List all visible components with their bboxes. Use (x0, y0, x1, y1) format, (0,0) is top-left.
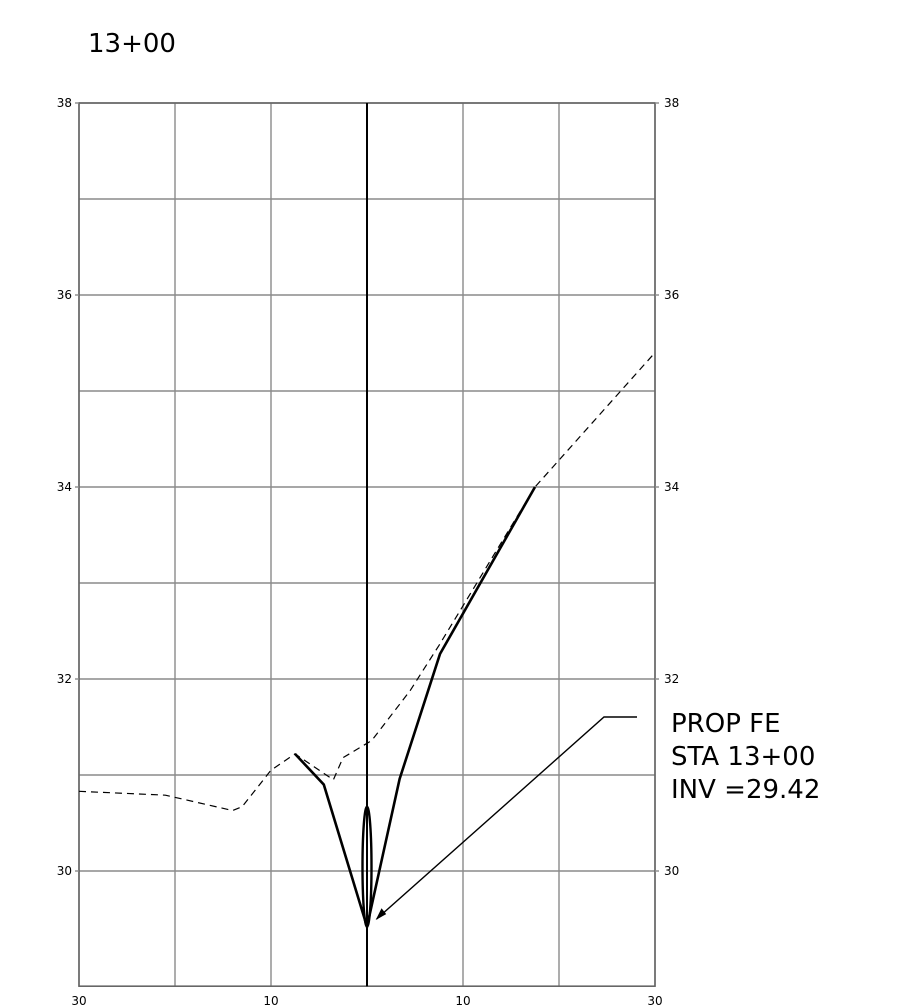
proposed-grade-line (294, 486, 537, 932)
left-tick-label: 32 (57, 672, 72, 686)
profile-lines (78, 103, 656, 987)
left-tick-label: 36 (57, 288, 72, 302)
right-tick-label: 36 (664, 288, 679, 302)
callout-line-3: INV =29.42 (671, 775, 820, 805)
left-tick-label: 30 (57, 864, 72, 878)
bottom-tick-label: 30 (71, 994, 86, 1006)
invert-callout: PROP FE STA 13+00 INV =29.42 (671, 709, 820, 805)
leader-line (376, 716, 637, 920)
right-tick-label: 30 (664, 864, 679, 878)
callout-line-2: STA 13+00 (671, 742, 815, 772)
station-title: 13+00 (88, 29, 176, 59)
leader-arrowhead (375, 908, 387, 920)
left-axis-labels: 38 36 34 32 30 (57, 96, 72, 878)
bottom-tick-label: 30 (647, 994, 662, 1006)
bottom-tick-label: 10 (455, 994, 470, 1006)
right-tick-label: 34 (664, 480, 679, 494)
right-tick-label: 38 (664, 96, 679, 110)
existing-ground-line (78, 352, 656, 812)
right-tick-label: 32 (664, 672, 679, 686)
right-axis-labels: 38 36 34 32 30 (664, 96, 679, 878)
pipe-section (361, 805, 373, 928)
bottom-tick-label: 10 (263, 994, 278, 1006)
left-tick-label: 38 (57, 96, 72, 110)
callout-line-1: PROP FE (671, 709, 781, 739)
left-tick-label: 34 (57, 480, 72, 494)
bottom-axis-labels: 30 10 10 30 (71, 994, 662, 1006)
